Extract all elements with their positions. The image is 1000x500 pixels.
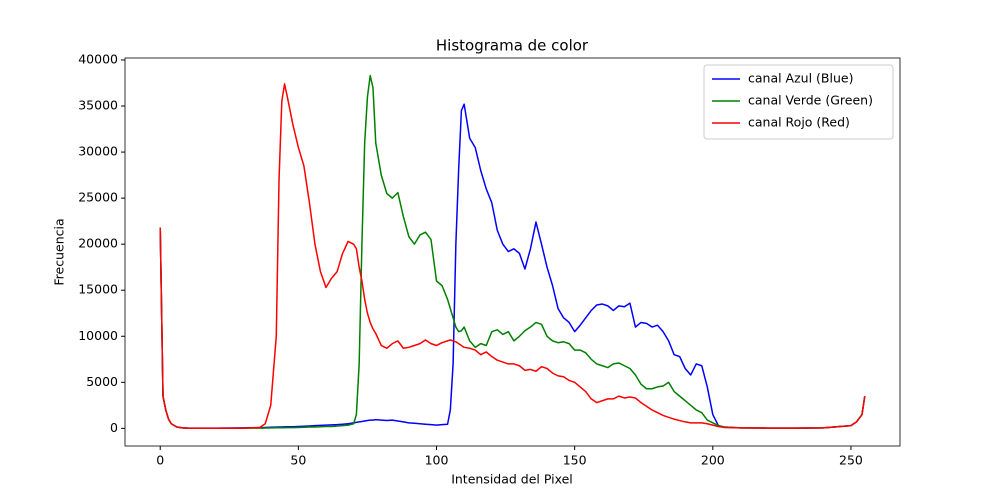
y-tick-label: 20000 <box>78 236 118 251</box>
y-tick-label: 0 <box>110 420 118 435</box>
x-tick-label: 50 <box>290 453 306 468</box>
legend-label: canal Rojo (Red) <box>748 115 850 130</box>
x-tick-label: 150 <box>563 453 587 468</box>
y-axis-label: Frecuencia <box>52 218 67 285</box>
x-tick-label: 250 <box>839 453 863 468</box>
x-axis-label: Intensidad del Pixel <box>451 472 573 487</box>
y-tick-label: 15000 <box>78 282 118 297</box>
plot-frame <box>124 57 901 447</box>
y-tick-label: 25000 <box>78 190 118 205</box>
x-tick-label: 200 <box>701 453 725 468</box>
line-series <box>159 83 866 430</box>
line-series <box>159 74 866 430</box>
legend-box <box>703 64 894 140</box>
x-tick-label: 100 <box>425 453 449 468</box>
y-tick-label: 10000 <box>78 328 118 343</box>
legend-label: canal Azul (Blue) <box>748 71 853 86</box>
line-series <box>159 103 866 429</box>
y-tick-label: 35000 <box>78 98 118 113</box>
y-tick-label: 5000 <box>86 374 118 389</box>
x-tick-label: 0 <box>156 453 164 468</box>
legend-label: canal Verde (Green) <box>748 93 873 108</box>
y-tick-label: 30000 <box>78 144 118 159</box>
chart-title: Histograma de color <box>436 37 589 55</box>
y-tick-label: 40000 <box>78 51 118 66</box>
